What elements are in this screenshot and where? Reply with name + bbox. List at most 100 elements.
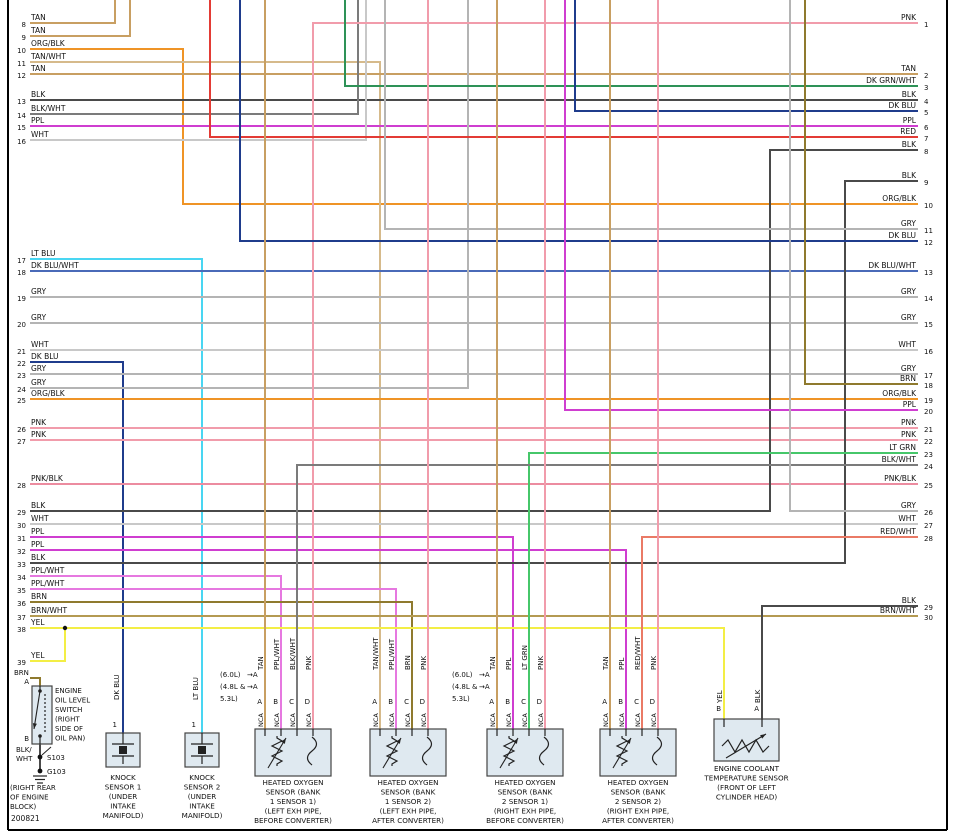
- wire-WHT: [30, 0, 367, 141]
- o2-resistor: [385, 736, 399, 766]
- left-pin-label: BRN: [31, 592, 47, 601]
- o2-title-line: HEATED OXYGEN: [377, 778, 438, 787]
- left-pin-label: BLK: [31, 501, 46, 510]
- right-pin-label: GRY: [901, 501, 917, 510]
- left-pin-number: 15: [17, 124, 26, 132]
- knock-element: [198, 746, 206, 754]
- left-pin-number: 18: [17, 269, 26, 277]
- o2-wire-label: PPL/WHT: [273, 638, 281, 670]
- o2-title-line: HEATED OXYGEN: [262, 778, 323, 787]
- engine-note: (4.8L &: [220, 683, 246, 691]
- oil-switch-ground-wire-label: WHT: [16, 755, 33, 763]
- left-pin-label: BLK: [31, 553, 46, 562]
- oil-switch-title-line: ENGINE: [55, 687, 82, 695]
- o2-heater: [651, 736, 663, 766]
- left-pin-label: ORG/BLK: [31, 39, 66, 48]
- wire-PPL: [30, 536, 514, 729]
- right-pin-label: DK GRN/WHT: [866, 76, 916, 85]
- o2-pin-letter: D: [420, 698, 425, 706]
- left-pin-number: 30: [17, 522, 26, 530]
- o2-wire-label: TAN: [489, 656, 497, 671]
- left-pin-label: GRY: [31, 313, 47, 322]
- component-box: [254, 728, 332, 777]
- right-pin-label: WHT: [898, 514, 916, 523]
- left-pin-number: 19: [17, 295, 26, 303]
- knock-title-line: KNOCK: [110, 773, 136, 782]
- left-pin-number: 9: [22, 34, 26, 42]
- o2-wire-label: PNK: [305, 656, 313, 670]
- o2-nca-label: NCA: [537, 713, 545, 727]
- left-pin-label: PPL: [31, 116, 45, 125]
- left-pin-number: 21: [17, 348, 26, 356]
- engine-note-arrow: →A: [479, 683, 490, 691]
- left-pin-number: 39: [17, 659, 26, 667]
- left-pin-label: PPL: [31, 540, 45, 549]
- wire-PPL: [30, 549, 627, 729]
- left-pin-number: 33: [17, 561, 26, 569]
- right-pin-label: BLK: [902, 171, 917, 180]
- engine-note: 5.3L): [220, 695, 238, 703]
- o2-title-line: 2 SENSOR 2): [615, 797, 661, 806]
- right-pin-label: BLK/WHT: [882, 455, 917, 464]
- o2-wire-label: RED/WHT: [634, 636, 642, 670]
- switch-arm: [33, 690, 41, 730]
- left-pin-label: DK BLU: [31, 352, 59, 361]
- o2-wire-label: LT GRN: [521, 645, 529, 670]
- wire-BLK: [30, 149, 918, 512]
- o2-nca-label: NCA: [602, 713, 610, 727]
- o2-title-line: (LEFT EXH PIPE,: [265, 807, 322, 816]
- right-pin-number: 15: [924, 321, 933, 329]
- right-pin-label: ORG/BLK: [882, 194, 917, 203]
- right-pin-number: 27: [924, 522, 933, 530]
- ect-wire-label: BLK: [754, 689, 762, 703]
- ect-thermistor-arrow: [725, 733, 767, 759]
- engine-note-arrow: →A: [247, 671, 258, 679]
- o2-pin-letter: A: [257, 698, 262, 706]
- wire-BRN: [804, 0, 918, 385]
- left-pin-number: 24: [17, 386, 26, 394]
- o2-nca-label: NCA: [372, 713, 380, 727]
- right-pin-label: PPL: [903, 400, 917, 409]
- o2-resistor-arrow: [382, 737, 402, 769]
- o2-nca-label: NCA: [634, 713, 642, 727]
- o2-wire-label: TAN/WHT: [372, 637, 380, 671]
- left-pin-label: DK BLU/WHT: [31, 261, 79, 270]
- o2-resistor-arrow: [396, 738, 401, 744]
- left-pin-label: YEL: [30, 618, 45, 627]
- right-pin-number: 26: [924, 509, 933, 517]
- o2-nca-label: NCA: [404, 713, 412, 727]
- right-pin-label: ORG/BLK: [882, 389, 917, 398]
- o2-nca-label: NCA: [618, 713, 626, 727]
- right-pin-label: BLK: [902, 140, 917, 149]
- left-pin-number: 37: [17, 614, 26, 622]
- o2-wire-label: TAN: [602, 656, 610, 671]
- wire-PPL/WHT: [30, 588, 397, 729]
- wire-BLK: [30, 180, 918, 564]
- o2-wire-label: PNK: [650, 656, 658, 670]
- left-pin-number: 22: [17, 360, 26, 368]
- left-pin-number: 31: [17, 535, 26, 543]
- oil-switch-ground-wire-label: BLK/: [16, 746, 32, 754]
- wire-LT GRN: [528, 452, 918, 729]
- knock-wire-label: DK BLU: [113, 674, 121, 700]
- o2-wire-label: BRN: [404, 655, 412, 670]
- wire-PPL: [564, 0, 918, 411]
- component-box: [369, 728, 447, 777]
- o2-pin-letter: B: [388, 698, 393, 706]
- engine-note: (6.0L): [220, 671, 241, 679]
- component-box: [486, 728, 564, 777]
- left-pin-number: 10: [17, 47, 26, 55]
- right-pin-number: 6: [924, 124, 929, 132]
- ground-dot: [37, 768, 43, 774]
- right-pin-label: DK BLU: [888, 101, 916, 110]
- o2-nca-label: NCA: [289, 713, 297, 727]
- engine-note-arrow: →A: [479, 671, 490, 679]
- o2-resistor-arrow: [267, 737, 287, 769]
- right-pin-label: GRY: [901, 287, 917, 296]
- right-pin-number: 28: [924, 535, 933, 543]
- o2-title-line: (RIGHT EXH PIPE,: [607, 807, 669, 816]
- o2-nca-label: NCA: [305, 713, 313, 727]
- o2-heater: [538, 736, 550, 766]
